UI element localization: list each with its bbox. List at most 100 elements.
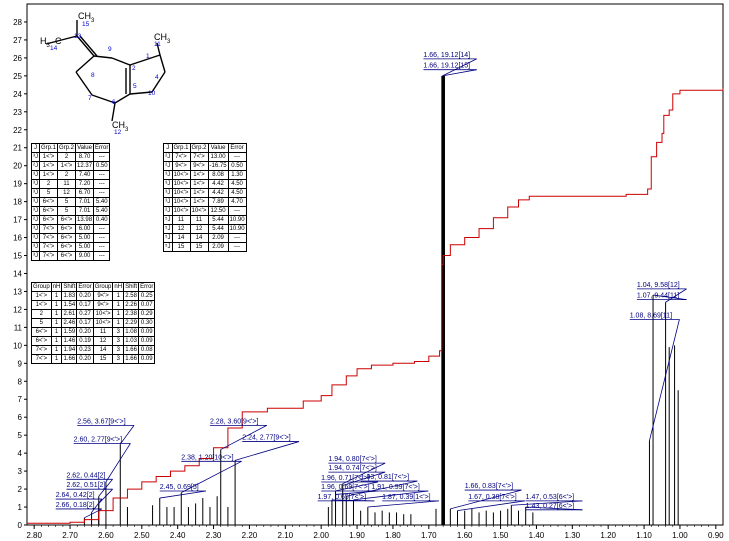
table-cell: 1.30	[227, 170, 247, 180]
y-tick-label: 13	[13, 287, 22, 296]
x-tick-label: 1.80	[385, 531, 401, 540]
table-row: 7<'> 1 1.94 0.23 14 3 1.66 0.08	[31, 345, 156, 355]
table-cell: 8.08	[207, 170, 229, 180]
peak-label-leader	[331, 499, 375, 502]
table-header-cell: nH	[112, 282, 125, 292]
table-cell: ⁵J	[163, 233, 173, 243]
table-cell: 6.70	[75, 188, 95, 198]
table-cell: 1	[112, 309, 125, 319]
spectrum-peaks	[83, 75, 679, 525]
plot-border	[26, 3, 724, 526]
table-cell: 10.90	[227, 224, 247, 234]
peak-label: 1.97, 0.65[7<'>]	[318, 494, 366, 501]
table-row: 1<'> 1 1.54 0.17 9<'> 1 2.26 0.07	[31, 300, 156, 310]
atom-index: 14	[50, 45, 58, 52]
table-cell: 0.20	[76, 354, 94, 364]
table-cell: 0.23	[76, 345, 94, 355]
peak-label: 1.87, 0.39[1<'>]	[382, 494, 430, 501]
table-row: ³J 7<'> 6<'> 9.00 ---	[31, 251, 111, 261]
table-cell: 7<'>	[31, 345, 52, 355]
table-cell: 2	[38, 179, 59, 189]
x-tick-label: 1.50	[493, 531, 509, 540]
table-cell: 1.59	[61, 327, 78, 337]
atom-index: 2	[132, 65, 136, 72]
table-cell: 1	[112, 300, 125, 310]
table-cell: 6<'>	[38, 215, 59, 225]
table-header-cell: Group	[31, 282, 52, 292]
table-cell: 1.94	[61, 345, 78, 355]
table-cell: 1	[50, 354, 63, 364]
peak-label: 2.64, 0.42[2]	[56, 492, 95, 499]
table-header-cell: Error	[93, 143, 111, 153]
table-cell: 1<'>	[189, 197, 209, 207]
table-header-cell: Error	[76, 282, 94, 292]
table-cell: 10<'>	[171, 188, 191, 198]
table-cell: ³J	[31, 197, 40, 207]
table-cell: 1	[50, 309, 63, 319]
table-cell: ---	[93, 152, 111, 162]
peak-label-leader	[335, 481, 379, 492]
atom-index: 13	[74, 33, 82, 40]
peak-label: 2.60, 2.77[9<'>]	[74, 436, 122, 443]
peak-label: 1.93, 0.81[7<'>]	[361, 474, 409, 481]
table-cell: 11	[92, 327, 114, 337]
table-row: 6<'> 1 1.46 0.19 12 3 1.03 0.09	[31, 336, 156, 346]
peak-label: 1.96, 0.71[7<'>]	[321, 475, 369, 482]
table-cell: 14	[171, 233, 191, 243]
table-cell: 9<'>	[92, 291, 114, 301]
table-cell: 7<'>	[189, 152, 209, 162]
atom-index: 7	[88, 95, 92, 102]
peak-label-leader	[457, 500, 526, 512]
table-cell: 1<'>	[189, 170, 209, 180]
table-cell: 7<'>	[38, 242, 59, 252]
table-cell: 6<'>	[57, 251, 77, 261]
table-cell: 10<'>	[92, 318, 114, 328]
table-cell: 11	[189, 215, 209, 225]
bond	[129, 91, 153, 95]
table-cell: 1.46	[61, 336, 78, 346]
table-cell: 2.61	[61, 309, 78, 319]
table-row: ⁵J 12 12 5.44 10.90	[163, 224, 247, 234]
atom-index: 11	[154, 41, 161, 48]
table-cell: 12	[92, 336, 114, 346]
table-cell: 1<'>	[38, 170, 59, 180]
table-cell: ---	[227, 242, 247, 252]
table-cell: 12	[189, 224, 209, 234]
atom-index: 8	[91, 72, 95, 79]
table-cell: ³J	[31, 233, 40, 243]
table-cell: 9<'>	[189, 161, 209, 171]
table-cell: ---	[93, 188, 111, 198]
peak-label: 1.66, 0.83[7<'>]	[465, 483, 513, 490]
table-cell: 2.09	[207, 233, 229, 243]
table-cell: 1.54	[61, 300, 78, 310]
table-cell: 10<'>	[171, 170, 191, 180]
table-header-cell: Error	[138, 282, 156, 292]
y-tick-label: 27	[13, 36, 22, 45]
table-cell: 0.09	[138, 354, 156, 364]
table-header-row: J Grp.1 Grp.2 Value Error	[163, 143, 247, 153]
table-cell: 0.20	[76, 327, 94, 337]
table-cell: 7.01	[75, 206, 95, 216]
peak-label-leader	[511, 500, 583, 506]
table-cell: 1.66	[123, 354, 140, 364]
methyl-ch3-11: CH3	[154, 32, 171, 45]
bond	[111, 57, 131, 66]
atom-index: 6	[112, 99, 116, 106]
table-cell: 4.50	[227, 179, 247, 189]
table-row: ³J 10<'> 1<'> 4.42 4.50	[163, 188, 247, 198]
table-header-cell: Error	[227, 143, 247, 153]
table-cell: 6<'>	[38, 197, 59, 207]
table-cell: 4.50	[227, 188, 247, 198]
table-row: 1<'> 1 1.83 0.20 9<'> 1 2.58 0.25	[31, 291, 156, 301]
table-cell: ⁵J	[163, 215, 173, 225]
atom-index: 1	[146, 53, 150, 60]
table-row: ²J 1<'> 1<'> 12.37 0.50	[31, 161, 111, 171]
table-row: ³J 7<'> 6<'> 6.00 ---	[31, 224, 111, 234]
x-tick-label: 2.70	[62, 531, 78, 540]
table-cell: ²J	[163, 152, 173, 162]
table-header-cell: Shift	[61, 282, 78, 292]
peak-label-leader	[367, 500, 440, 508]
peak-label-leader	[181, 460, 242, 494]
table-cell: 5.44	[207, 215, 229, 225]
